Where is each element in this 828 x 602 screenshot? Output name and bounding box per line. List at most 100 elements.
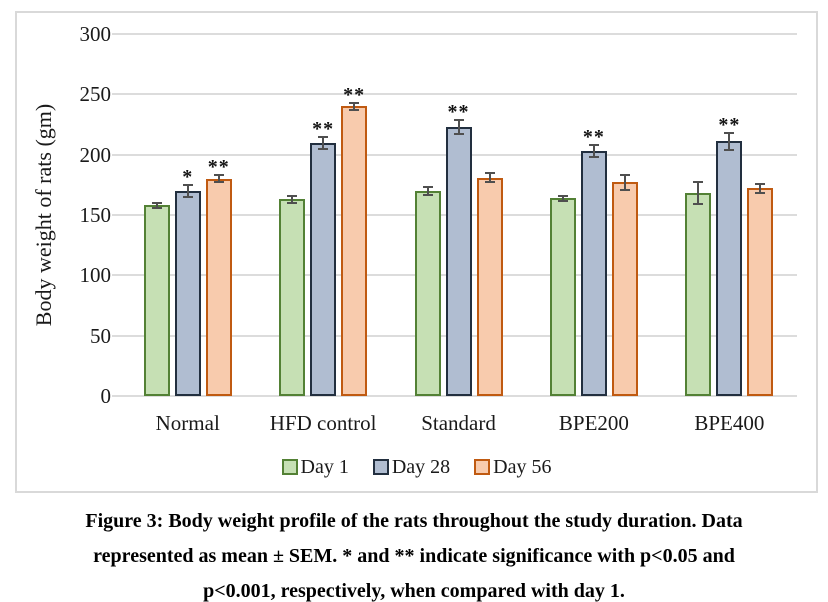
legend-item: Day 28 xyxy=(372,456,450,479)
error-bar-cap xyxy=(213,181,224,184)
chart-figure: Body weight of rats (gm) 0 50 100 150 200 250… xyxy=(15,11,818,493)
legend-item: Day 1 xyxy=(281,455,349,479)
error-bar-cap xyxy=(318,135,329,138)
bar xyxy=(205,178,232,396)
bar-slot xyxy=(414,34,441,396)
y-tick-label: 0 xyxy=(100,384,112,408)
bar xyxy=(747,188,774,396)
error-bar xyxy=(697,182,700,205)
bar-slot: ** xyxy=(445,34,472,396)
y-tick-label: 50 xyxy=(90,323,111,348)
error-bar-cap xyxy=(287,201,298,204)
caption-line: represented as mean ± SEM. * and ** indi… xyxy=(93,545,735,567)
bar-slot xyxy=(747,34,774,396)
error-bar xyxy=(322,136,325,149)
significance-marker: ** xyxy=(447,100,470,123)
error-bar xyxy=(592,145,595,158)
bar-slot xyxy=(685,34,712,396)
bar xyxy=(716,141,743,396)
y-tick-label: 150 xyxy=(79,203,112,227)
bar-group: ** xyxy=(526,34,661,396)
error-bar xyxy=(353,102,356,111)
significance-marker: * xyxy=(182,165,194,188)
x-category-label: Standard xyxy=(421,411,496,435)
error-bar-cap xyxy=(182,195,193,198)
y-tick-labels: 0 50 100 150 200 250 300 xyxy=(51,22,112,408)
bar-slot: ** xyxy=(310,34,337,396)
error-bar-cap xyxy=(453,133,464,136)
caption-line: Figure 3: Body weight profile of the rat… xyxy=(85,510,743,532)
gridline xyxy=(112,93,797,96)
bar-slot: ** xyxy=(580,34,607,396)
bar xyxy=(174,190,201,396)
error-bar xyxy=(186,184,189,197)
error-bar-cap xyxy=(422,186,433,189)
bar-slot: ** xyxy=(205,34,232,396)
error-bar-cap xyxy=(349,101,360,104)
error-bar xyxy=(561,195,564,201)
error-bar-cap xyxy=(151,206,162,209)
error-bar xyxy=(217,175,220,183)
error-bar xyxy=(623,175,626,190)
error-bar-cap xyxy=(287,194,298,197)
significance-marker: ** xyxy=(207,156,230,179)
legend-label: Day 56 xyxy=(493,455,552,478)
y-tick-label: 250 xyxy=(79,82,112,107)
figure-caption: Figure 3: Body weight profile of the rat… xyxy=(0,504,828,602)
error-bar-cap xyxy=(693,181,704,184)
significance-marker: ** xyxy=(312,117,335,140)
bar xyxy=(414,190,441,396)
y-tick-label: 100 xyxy=(79,263,112,288)
legend: Day 1 Day 28 Day 56 xyxy=(17,454,816,480)
bar xyxy=(445,126,472,396)
bar-group: ** xyxy=(662,34,797,396)
bar-slot: * xyxy=(174,34,201,396)
y-tick-label: 300 xyxy=(79,22,112,46)
error-bar-cap xyxy=(557,194,568,197)
error-bar-cap xyxy=(484,171,495,174)
bar-slot xyxy=(611,34,638,396)
error-bar-cap xyxy=(588,156,599,159)
significance-marker: ** xyxy=(718,113,741,136)
error-bar-cap xyxy=(213,174,224,177)
error-bar xyxy=(759,183,762,194)
bar-slot xyxy=(143,34,170,396)
legend-item: Day 56 xyxy=(474,456,551,479)
bar xyxy=(580,151,607,396)
bar xyxy=(143,205,170,396)
significance-marker: ** xyxy=(582,126,605,149)
bar-slot: ** xyxy=(716,34,743,396)
bar-group: ** xyxy=(391,34,526,396)
error-bar-cap xyxy=(453,118,464,121)
bar xyxy=(310,142,337,396)
error-bar-cap xyxy=(422,193,433,196)
error-bar xyxy=(291,195,294,203)
error-bar-cap xyxy=(588,144,599,147)
x-category-label: Normal xyxy=(155,411,220,435)
error-bar-cap xyxy=(619,188,630,191)
error-bar-cap xyxy=(349,109,360,112)
legend-swatch xyxy=(372,459,389,475)
error-bar-cap xyxy=(724,131,735,134)
error-bar xyxy=(426,187,429,195)
legend-swatch xyxy=(474,459,491,475)
plot-area: * ** ** ** ** ** ** xyxy=(112,33,797,397)
error-bar-cap xyxy=(182,183,193,186)
bar xyxy=(279,199,306,396)
x-category-label: BPE200 xyxy=(558,411,629,435)
bar xyxy=(685,193,712,396)
error-bar-cap xyxy=(484,181,495,184)
bar-slot xyxy=(279,34,306,396)
x-category-label: HFD control xyxy=(269,411,377,435)
bar-slot xyxy=(549,34,576,396)
y-tick-label: 200 xyxy=(79,142,112,167)
caption-line: p<0.001, respectively, when compared wit… xyxy=(203,580,625,602)
error-bar-cap xyxy=(724,148,735,151)
bar-slot: ** xyxy=(341,34,368,396)
error-bar-cap xyxy=(619,174,630,177)
error-bar-cap xyxy=(755,182,766,185)
bar-slot xyxy=(476,34,503,396)
bar-group: ** ** xyxy=(255,34,390,396)
legend-label: Day 1 xyxy=(300,455,349,478)
gridline xyxy=(112,33,797,35)
